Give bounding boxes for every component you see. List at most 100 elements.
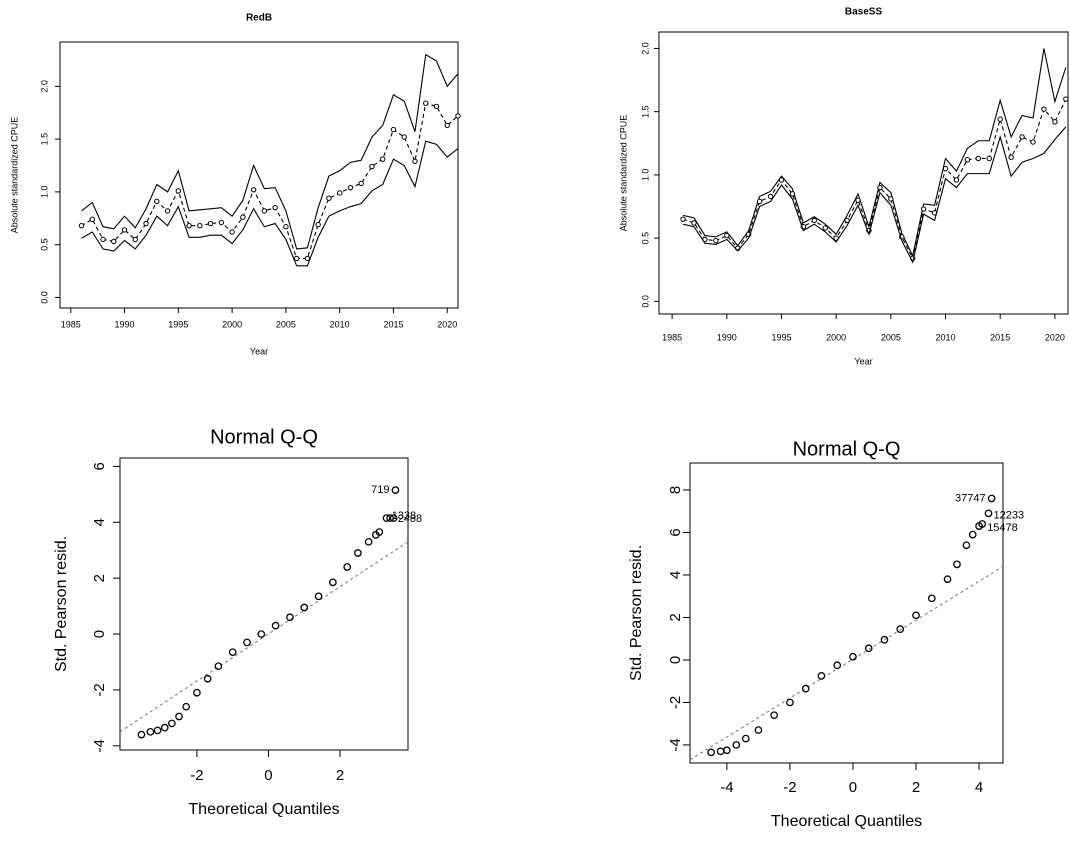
x-axis-label: Year xyxy=(250,346,268,356)
y-tick-label: 2.0 xyxy=(640,42,650,55)
qq-point xyxy=(228,648,237,657)
qq-point xyxy=(386,514,394,522)
y-axis-label: Absolute standardized CPUE xyxy=(618,115,628,232)
y-tick-label: 2 xyxy=(667,613,684,621)
qq-point xyxy=(968,530,977,539)
qq-point xyxy=(880,635,889,644)
series-point xyxy=(767,193,774,200)
series-point xyxy=(964,157,971,163)
x-tick-label: 2010 xyxy=(330,319,350,329)
series-point xyxy=(347,184,354,191)
point-annotation: 37747 xyxy=(955,492,986,504)
y-tick-label: 6 xyxy=(667,528,684,536)
series-point xyxy=(89,216,95,223)
qq-point xyxy=(175,712,183,721)
qq-point xyxy=(833,661,842,670)
y-tick-label: 0.5 xyxy=(39,238,49,251)
series-point xyxy=(132,236,138,243)
series-point xyxy=(1030,139,1036,145)
qq-point xyxy=(896,625,905,633)
series-point xyxy=(888,196,894,202)
series-point xyxy=(100,236,106,243)
qq-point xyxy=(214,662,223,671)
y-tick-label: -4 xyxy=(667,738,684,751)
y-axis-label: Std. Pearson resid. xyxy=(53,536,70,672)
x-tick-label: 2015 xyxy=(990,332,1010,342)
plot-frame xyxy=(689,462,1004,764)
series-point xyxy=(855,197,861,203)
point-annotation: 719 xyxy=(371,484,389,496)
y-tick-label: 8 xyxy=(667,486,684,494)
chart-panel: Normal Q-Q Theoretical Quantiles Std. Pear… xyxy=(53,426,422,818)
series-point xyxy=(822,225,828,231)
series-point xyxy=(218,219,225,226)
series-point xyxy=(724,232,730,239)
series-point xyxy=(293,255,300,262)
series-point xyxy=(433,103,440,110)
qq-point xyxy=(754,726,763,734)
series-point xyxy=(455,113,461,119)
qq-point xyxy=(153,726,162,735)
series-point xyxy=(336,190,343,196)
series-point xyxy=(1041,106,1047,112)
y-tick-label: 2.0 xyxy=(39,80,49,93)
series-point xyxy=(78,222,85,229)
reference-line xyxy=(689,565,1004,761)
x-tick-label: -4 xyxy=(720,779,733,796)
series-point xyxy=(283,224,289,230)
qq-point xyxy=(168,719,176,728)
x-tick-label: 0 xyxy=(264,767,272,784)
qq-point xyxy=(257,630,266,638)
reference-line xyxy=(119,541,409,733)
qq-point xyxy=(354,549,362,557)
x-tick-label: 1990 xyxy=(115,319,135,329)
y-tick-label: -2 xyxy=(667,696,684,709)
chart-panel: BaseSS Year Absolute standardized CPUE 1985… xyxy=(618,7,1069,366)
series-point xyxy=(1008,154,1014,160)
series-point xyxy=(975,155,982,162)
qq-point xyxy=(817,672,826,680)
series-point xyxy=(121,227,128,233)
chart-title: Normal Q-Q xyxy=(793,438,901,460)
qq-point xyxy=(864,644,873,653)
point-annotation: 12233 xyxy=(994,509,1025,521)
qq-point xyxy=(786,698,794,707)
x-axis-label: Theoretical Quantiles xyxy=(771,813,922,830)
series-point xyxy=(380,156,386,162)
series-line xyxy=(81,140,459,267)
y-tick-label: 6 xyxy=(91,462,108,470)
y-tick-label: 1.5 xyxy=(39,133,49,146)
series-line xyxy=(682,48,1067,258)
series-point xyxy=(207,220,214,227)
qq-point xyxy=(389,514,398,522)
x-tick-label: 2000 xyxy=(826,332,846,342)
x-tick-label: 2020 xyxy=(1045,332,1065,342)
qq-point xyxy=(723,746,731,755)
series-point xyxy=(261,208,268,214)
qq-point xyxy=(203,674,212,683)
qq-point xyxy=(953,560,961,569)
qq-point xyxy=(243,638,251,647)
qq-point xyxy=(271,621,280,630)
series-point xyxy=(197,222,203,229)
chart-panel: RedB Year Absolute standardized CPUE 1985 19… xyxy=(9,13,461,356)
y-tick-label: -4 xyxy=(91,739,108,752)
series-point xyxy=(877,184,883,191)
y-tick-label: 4 xyxy=(91,518,108,526)
x-tick-label: 2015 xyxy=(383,319,403,329)
qq-point xyxy=(707,748,715,757)
x-tick-label: 2010 xyxy=(936,332,956,342)
series-point xyxy=(920,206,927,212)
series-point xyxy=(997,116,1003,122)
series-point xyxy=(401,134,407,140)
series-point xyxy=(691,220,697,226)
series-point xyxy=(304,255,311,262)
series-point xyxy=(811,217,817,224)
series-point xyxy=(326,195,332,201)
qq-point xyxy=(962,541,971,550)
qq-point xyxy=(286,613,294,622)
y-tick-label: -2 xyxy=(91,683,108,696)
qq-point xyxy=(300,603,309,612)
series-point xyxy=(250,187,257,193)
